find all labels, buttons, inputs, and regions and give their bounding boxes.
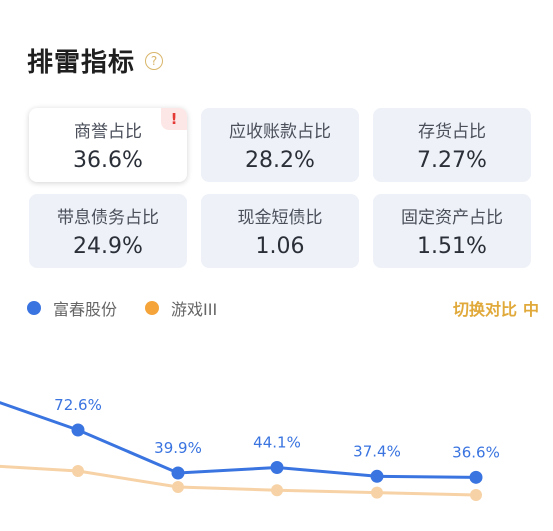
metric-value: 1.51% xyxy=(417,234,487,259)
metric-card-fixed-assets[interactable]: 固定资产占比 1.51% xyxy=(373,194,531,268)
warning-icon: ! xyxy=(161,108,187,130)
metric-card-cash-debt-ratio[interactable]: 现金短债比 1.06 xyxy=(201,194,359,268)
series-b-point xyxy=(172,481,184,493)
metric-value: 24.9% xyxy=(73,234,143,259)
legend-item-series-b[interactable]: 游戏III xyxy=(145,296,217,320)
series-b-point xyxy=(470,489,482,501)
legend-label: 富春股份 xyxy=(53,300,118,319)
metric-label: 带息债务占比 xyxy=(57,208,159,228)
series-b-point xyxy=(72,465,84,477)
series-a-point xyxy=(370,469,384,483)
series-b-point xyxy=(371,486,383,499)
header: 排雷指标 ? xyxy=(27,42,164,79)
chart-legend: 富春股份 游戏III xyxy=(27,296,245,320)
metric-label: 应收账款占比 xyxy=(229,122,331,142)
metric-value: 28.2% xyxy=(245,148,315,173)
series-b-point xyxy=(271,484,283,497)
series-a-line xyxy=(0,401,477,479)
legend-dot-icon xyxy=(27,301,41,315)
series-b-line xyxy=(0,464,477,497)
data-label: 39.9% xyxy=(154,439,202,457)
help-icon[interactable]: ? xyxy=(145,51,164,70)
data-label: 36.6% xyxy=(452,443,500,461)
page-title: 排雷指标 xyxy=(27,48,136,78)
metric-value: 7.27% xyxy=(417,148,487,173)
data-label: 44.1% xyxy=(253,433,301,451)
series-a-point xyxy=(171,466,185,480)
metric-label: 商誉占比 xyxy=(74,122,142,142)
metric-value: 36.6% xyxy=(73,148,143,173)
metric-card-inventory[interactable]: 存货占比 7.27% xyxy=(373,108,531,182)
metric-label: 存货占比 xyxy=(418,122,486,142)
line-chart: 72.6% 39.9% 44.1% 37.4% 36.6% xyxy=(0,396,500,501)
data-label: 37.4% xyxy=(353,442,401,460)
legend-item-series-a[interactable]: 富春股份 xyxy=(27,296,117,320)
metric-card-receivables[interactable]: 应收账款占比 28.2% xyxy=(201,108,359,182)
metric-value: 1.06 xyxy=(255,234,305,259)
compare-icon: 中 xyxy=(522,300,539,319)
metric-card-interest-debt[interactable]: 带息债务占比 24.9% xyxy=(29,194,187,268)
series-a-point xyxy=(71,423,85,437)
metrics-grid: ! 商誉占比 36.6% 应收账款占比 28.2% 存货占比 7.27% 带息债… xyxy=(29,108,531,268)
legend-dot-icon xyxy=(145,301,160,315)
metric-label: 固定资产占比 xyxy=(401,208,503,228)
switch-label: 切换对比 xyxy=(452,300,517,319)
metric-label: 现金短债比 xyxy=(237,208,323,228)
switch-compare-button[interactable]: 切换对比 中 xyxy=(453,296,539,320)
series-a-point xyxy=(469,470,483,484)
metric-card-goodwill[interactable]: ! 商誉占比 36.6% xyxy=(29,108,187,182)
series-a-point xyxy=(270,460,284,474)
data-label: 72.6% xyxy=(54,396,102,414)
legend-label: 游戏III xyxy=(171,300,218,319)
